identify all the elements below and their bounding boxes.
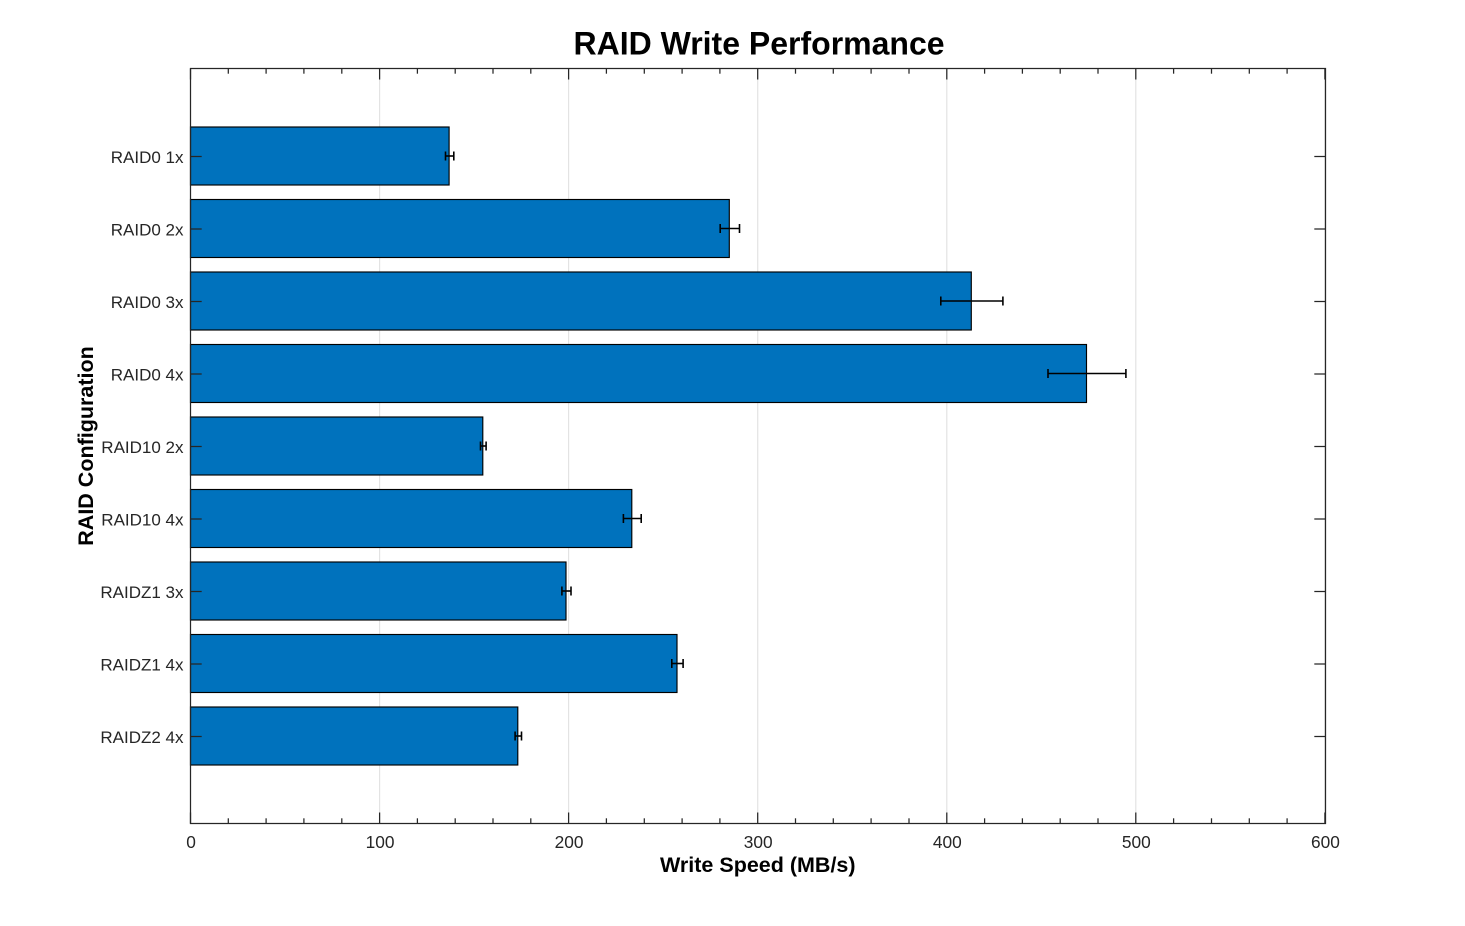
- svg-text:RAID Write Performance: RAID Write Performance: [573, 26, 944, 62]
- svg-text:RAID Configuration: RAID Configuration: [74, 346, 98, 545]
- svg-text:RAID0 4x: RAID0 4x: [111, 366, 184, 385]
- svg-text:RAID0 3x: RAID0 3x: [111, 293, 184, 312]
- svg-text:0: 0: [186, 832, 196, 852]
- svg-text:RAIDZ1 3x: RAIDZ1 3x: [100, 583, 184, 602]
- svg-text:RAID0 1x: RAID0 1x: [111, 148, 184, 167]
- svg-text:RAID10 4x: RAID10 4x: [101, 511, 184, 530]
- svg-text:500: 500: [1122, 832, 1151, 852]
- svg-text:100: 100: [366, 832, 395, 852]
- svg-text:RAID0 2x: RAID0 2x: [111, 221, 184, 240]
- svg-text:RAIDZ1 4x: RAIDZ1 4x: [100, 656, 184, 675]
- svg-text:400: 400: [933, 832, 962, 852]
- svg-text:200: 200: [555, 832, 584, 852]
- svg-text:RAID10 2x: RAID10 2x: [101, 438, 184, 457]
- svg-text:600: 600: [1311, 832, 1340, 852]
- svg-text:300: 300: [744, 832, 773, 852]
- svg-text:Write Speed (MB/s): Write Speed (MB/s): [660, 853, 856, 877]
- svg-text:RAIDZ2 4x: RAIDZ2 4x: [100, 728, 184, 747]
